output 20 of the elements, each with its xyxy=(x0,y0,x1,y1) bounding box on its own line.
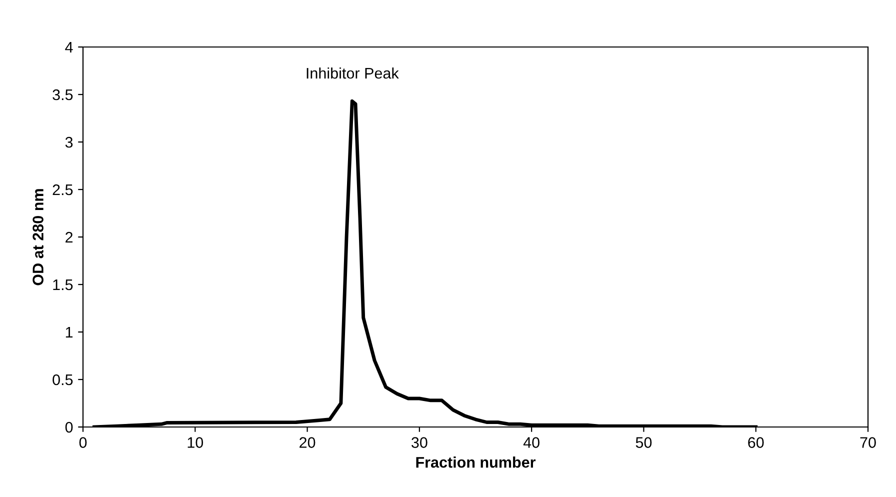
x-tick-label: 70 xyxy=(860,437,876,448)
x-tick-label: 40 xyxy=(523,437,540,448)
y-tick-label: 2 xyxy=(66,232,73,243)
x-axis-title: Fraction number xyxy=(416,456,536,468)
y-tick-label: 3.5 xyxy=(52,89,73,100)
x-tick-label: 30 xyxy=(412,437,428,448)
x-tick-label: 10 xyxy=(188,437,204,448)
y-tick-label: 0.5 xyxy=(52,374,73,386)
y-tick-label: 3 xyxy=(65,136,73,148)
y-tick-label: 1 xyxy=(66,327,73,338)
x-tick-label: 0 xyxy=(79,437,87,448)
y-tick-label: 4 xyxy=(65,42,73,53)
y-tick-label: 2.5 xyxy=(52,184,73,196)
annotation: Inhibitor Peak xyxy=(306,67,399,79)
x-tick-label: 20 xyxy=(300,437,316,448)
y-tick-label: 1.5 xyxy=(53,280,73,290)
x-tick-label: 50 xyxy=(636,437,652,448)
x-tick-label: 60 xyxy=(748,437,764,448)
y-tick-label: 0 xyxy=(65,422,73,433)
y-axis-title: OD at 280 nm xyxy=(32,189,44,286)
